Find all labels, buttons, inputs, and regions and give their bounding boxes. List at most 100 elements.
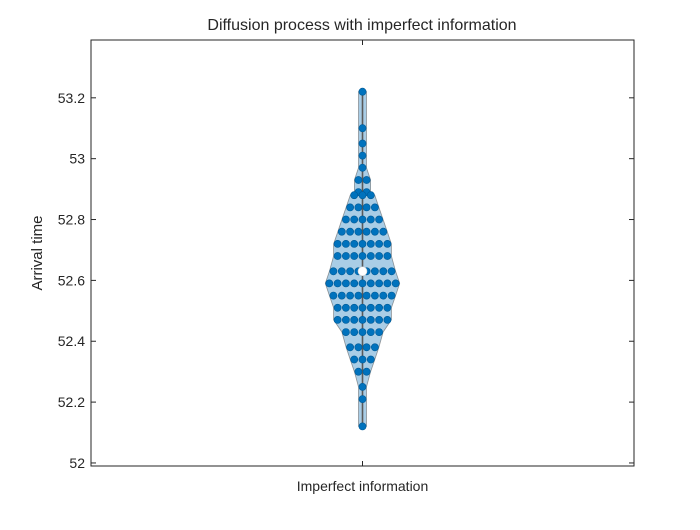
chart-title: Diffusion process with imperfect informa… <box>207 17 516 34</box>
data-point <box>333 315 342 324</box>
data-point <box>325 279 334 288</box>
data-point <box>333 279 342 288</box>
data-point <box>383 315 392 324</box>
data-point <box>333 303 342 312</box>
data-point <box>375 303 383 312</box>
data-point <box>370 343 379 352</box>
data-point <box>358 355 367 364</box>
y-tick-label: 52.4 <box>58 333 85 349</box>
data-point <box>329 291 338 300</box>
data-point <box>366 191 375 200</box>
data-point <box>341 279 350 288</box>
data-point <box>370 267 379 276</box>
data-point <box>375 252 383 260</box>
data-point <box>358 239 367 248</box>
data-point <box>370 227 379 236</box>
data-point <box>362 367 371 376</box>
data-point <box>350 303 359 312</box>
data-point <box>354 291 363 300</box>
data-point <box>366 355 375 364</box>
data-point <box>346 227 354 236</box>
data-point <box>350 315 359 324</box>
data-point <box>337 227 346 236</box>
data-point <box>346 203 354 212</box>
plot-area: 52 52.2 52.4 52.6 52.8 53 53.2 Imperfect inform… <box>58 39 635 494</box>
data-point <box>375 215 383 224</box>
data-point <box>375 279 383 288</box>
data-point <box>383 279 392 288</box>
data-point <box>379 227 388 236</box>
data-point <box>350 279 359 288</box>
data-point <box>387 291 396 300</box>
data-point <box>341 315 350 324</box>
data-point <box>358 87 367 96</box>
y-tick-label: 52.8 <box>58 212 85 228</box>
data-point <box>350 328 359 336</box>
y-axis-label: Arrival time <box>29 215 46 290</box>
data-point <box>366 328 375 336</box>
data-point <box>354 203 363 212</box>
data-point <box>358 191 367 200</box>
y-tick-label: 52.2 <box>58 394 85 410</box>
data-point <box>362 203 371 212</box>
y-tick-label: 53.2 <box>58 90 85 106</box>
data-point <box>354 343 363 352</box>
data-point <box>341 303 350 312</box>
data-point <box>358 422 367 431</box>
data-point <box>358 139 367 148</box>
data-point <box>341 252 350 260</box>
y-tick-label: 52 <box>69 455 85 471</box>
data-point <box>383 239 392 248</box>
data-point <box>358 151 367 160</box>
data-point <box>358 124 367 133</box>
data-point <box>379 291 388 300</box>
y-tick-label: 52.6 <box>58 272 85 288</box>
data-point <box>350 252 359 260</box>
data-point <box>354 367 363 376</box>
data-point <box>358 303 367 312</box>
data-point <box>354 176 363 184</box>
data-point <box>358 328 367 336</box>
data-point <box>391 279 400 288</box>
data-point <box>358 252 367 260</box>
y-tick-label: 53 <box>69 151 85 167</box>
data-point <box>366 303 375 312</box>
data-point <box>341 239 350 248</box>
data-point <box>375 239 383 248</box>
data-point <box>358 279 367 288</box>
data-point <box>329 267 338 276</box>
data-point <box>383 303 392 312</box>
data-point <box>362 176 371 184</box>
data-point <box>337 291 346 300</box>
data-point <box>375 328 383 336</box>
data-point <box>350 239 359 248</box>
data-point <box>346 291 354 300</box>
data-point <box>337 267 346 276</box>
data-point <box>358 215 367 224</box>
data-point <box>370 291 379 300</box>
data-point <box>362 227 371 236</box>
data-point <box>362 291 371 300</box>
data-point <box>358 315 367 324</box>
data-point <box>358 395 367 403</box>
data-point <box>354 227 363 236</box>
data-point <box>350 215 359 224</box>
data-point <box>362 343 371 352</box>
data-point <box>387 267 396 276</box>
data-point <box>366 239 375 248</box>
median-marker <box>357 266 368 277</box>
data-point <box>370 203 379 212</box>
data-point <box>366 215 375 224</box>
data-point <box>379 267 388 276</box>
data-point <box>346 267 354 276</box>
x-tick-label: Imperfect information <box>297 478 429 494</box>
data-point <box>333 239 342 248</box>
data-point <box>358 163 367 172</box>
data-point <box>383 252 392 260</box>
data-point <box>333 252 342 260</box>
data-point <box>366 279 375 288</box>
data-point <box>341 215 350 224</box>
data-point <box>358 382 367 391</box>
